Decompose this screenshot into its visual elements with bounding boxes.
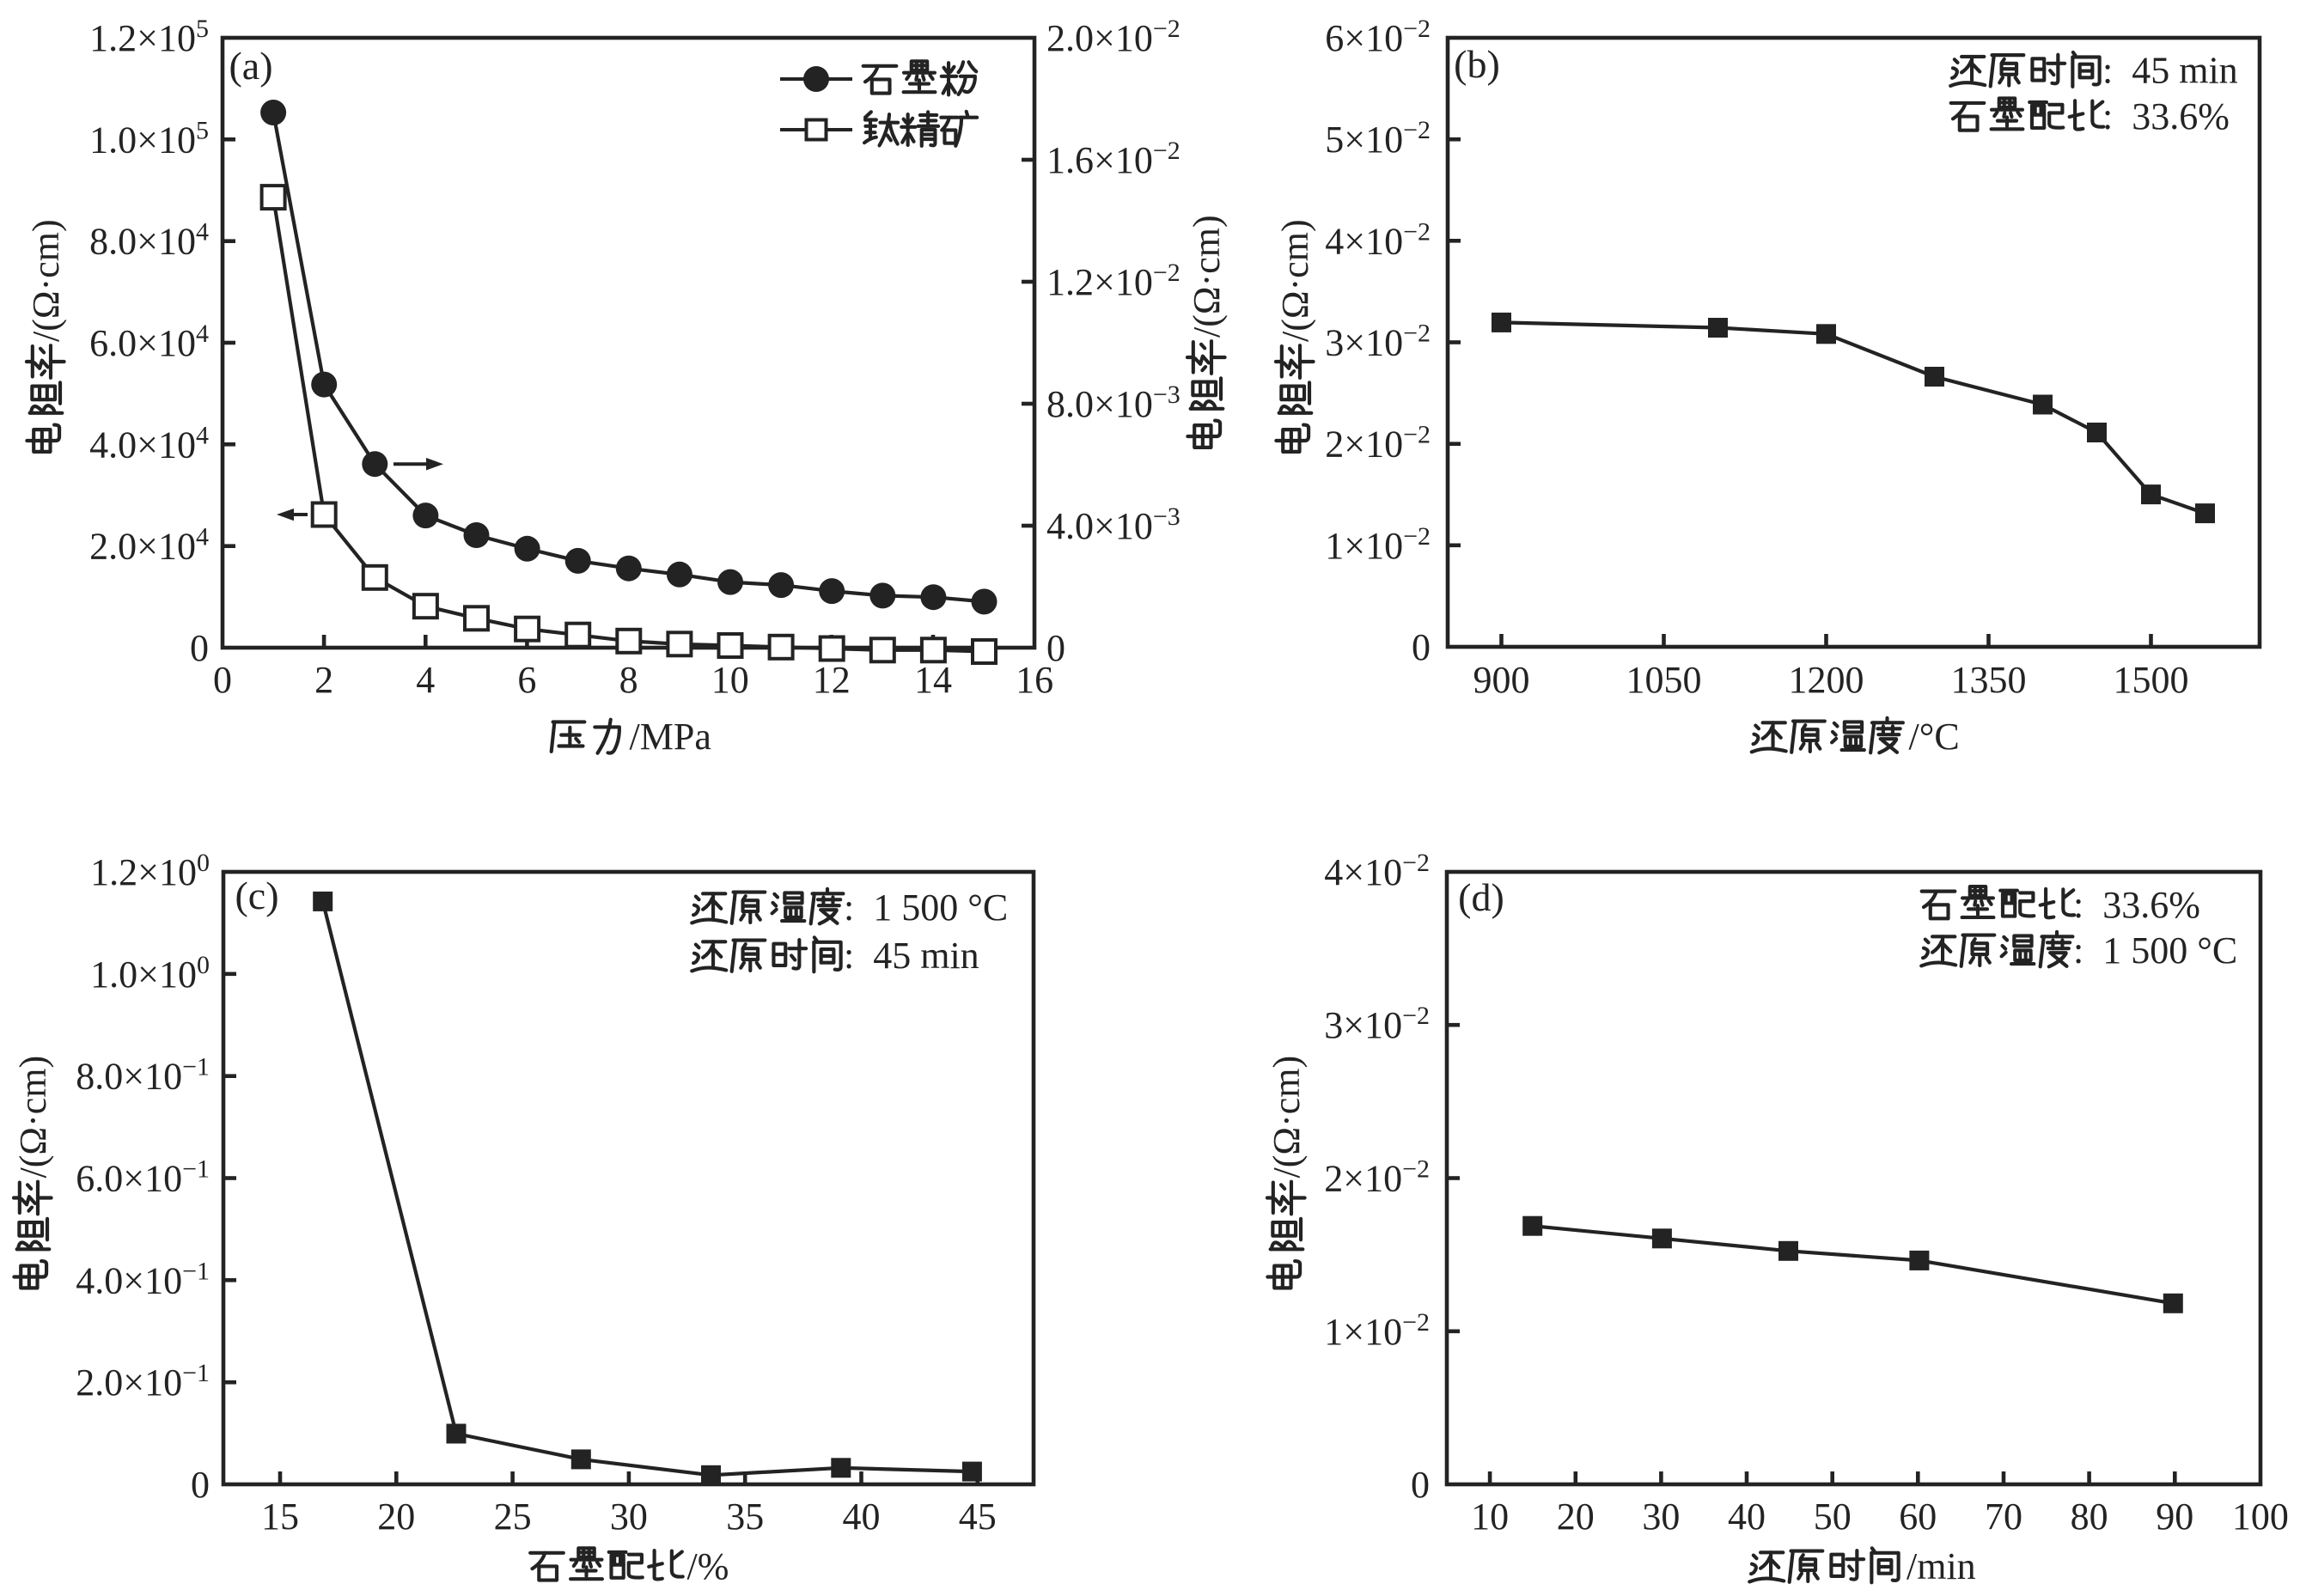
- svg-text:900: 900: [1473, 659, 1530, 701]
- svg-text:14: 14: [914, 659, 952, 701]
- svg-text:0: 0: [191, 1464, 210, 1506]
- svg-text:/%: /%: [687, 1545, 729, 1587]
- svg-text:4.0×104: 4.0×104: [89, 421, 209, 466]
- svg-text:80: 80: [2071, 1495, 2108, 1538]
- svg-text:90: 90: [2156, 1495, 2193, 1538]
- svg-text:12: 12: [813, 659, 851, 701]
- svg-text:6.0×104: 6.0×104: [89, 320, 209, 364]
- svg-text:/MPa: /MPa: [630, 716, 711, 758]
- svg-text:2.0×10−1: 2.0×10−1: [76, 1359, 210, 1404]
- svg-text:20: 20: [1557, 1495, 1595, 1538]
- svg-text:1500: 1500: [2114, 659, 2189, 701]
- svg-text:3×10−2: 3×10−2: [1324, 1002, 1430, 1046]
- svg-text:0: 0: [190, 627, 209, 669]
- svg-text:(d): (d): [1458, 875, 1504, 919]
- svg-text:1050: 1050: [1626, 659, 1702, 701]
- svg-text:2×10−2: 2×10−2: [1325, 421, 1431, 466]
- svg-text:(b): (b): [1454, 42, 1500, 86]
- svg-text:0: 0: [1411, 1464, 1430, 1506]
- svg-text:30: 30: [1642, 1495, 1680, 1538]
- svg-text:: 33.6%: : 33.6%: [2073, 884, 2200, 926]
- svg-text:(c): (c): [235, 874, 278, 917]
- svg-text:: 1 500 °C: : 1 500 °C: [844, 886, 1008, 929]
- svg-text:: 1 500 °C: : 1 500 °C: [2073, 929, 2237, 972]
- svg-text:/(Ω·cm): /(Ω·cm): [1266, 1056, 1308, 1179]
- svg-text:/(Ω·cm): /(Ω·cm): [1274, 219, 1316, 342]
- svg-text:1.2×10−2: 1.2×10−2: [1046, 259, 1181, 303]
- svg-text:35: 35: [726, 1495, 764, 1538]
- svg-text:1.0×100: 1.0×100: [90, 951, 210, 996]
- svg-text:6: 6: [517, 659, 536, 701]
- svg-text:1200: 1200: [1789, 659, 1864, 701]
- svg-text:10: 10: [711, 659, 749, 701]
- svg-text:1.6×10−2: 1.6×10−2: [1046, 137, 1181, 181]
- svg-text:: 33.6%: : 33.6%: [2102, 95, 2230, 137]
- svg-text:0: 0: [1412, 626, 1431, 668]
- svg-text:25: 25: [494, 1495, 532, 1538]
- svg-text:0: 0: [1046, 627, 1065, 669]
- svg-text:1.2×105: 1.2×105: [89, 15, 209, 59]
- svg-text:/(Ω·cm): /(Ω·cm): [12, 1056, 54, 1179]
- svg-text:/min: /min: [1906, 1545, 1976, 1587]
- svg-text:/(Ω·cm): /(Ω·cm): [1186, 215, 1228, 338]
- svg-text:45: 45: [959, 1495, 997, 1538]
- svg-text:20: 20: [377, 1495, 415, 1538]
- svg-text:100: 100: [2232, 1495, 2289, 1538]
- svg-text:16: 16: [1016, 659, 1053, 701]
- svg-text:1.2×100: 1.2×100: [90, 849, 210, 893]
- svg-text:0: 0: [213, 659, 232, 701]
- svg-text:2: 2: [314, 659, 333, 701]
- svg-text:8.0×10−1: 8.0×10−1: [76, 1053, 210, 1098]
- svg-text:70: 70: [1985, 1495, 2022, 1538]
- svg-text:15: 15: [261, 1495, 299, 1538]
- svg-text:: 45 min: : 45 min: [844, 935, 979, 977]
- svg-text:1.0×105: 1.0×105: [89, 116, 209, 161]
- svg-text:8: 8: [619, 659, 638, 701]
- svg-text:1350: 1350: [1951, 659, 2027, 701]
- svg-text:40: 40: [843, 1495, 881, 1538]
- svg-text:50: 50: [1814, 1495, 1852, 1538]
- svg-text:60: 60: [1899, 1495, 1937, 1538]
- svg-text:2.0×104: 2.0×104: [89, 523, 209, 568]
- svg-text:10: 10: [1471, 1495, 1509, 1538]
- svg-text:/°C: /°C: [1909, 716, 1960, 758]
- svg-text:(a): (a): [229, 44, 272, 88]
- svg-text:30: 30: [610, 1495, 648, 1538]
- svg-text:8.0×104: 8.0×104: [89, 218, 209, 263]
- svg-text:40: 40: [1728, 1495, 1766, 1538]
- svg-text:4: 4: [416, 659, 435, 701]
- svg-text:: 45 min: : 45 min: [2102, 50, 2238, 92]
- svg-text:/(Ω·cm): /(Ω·cm): [25, 219, 67, 342]
